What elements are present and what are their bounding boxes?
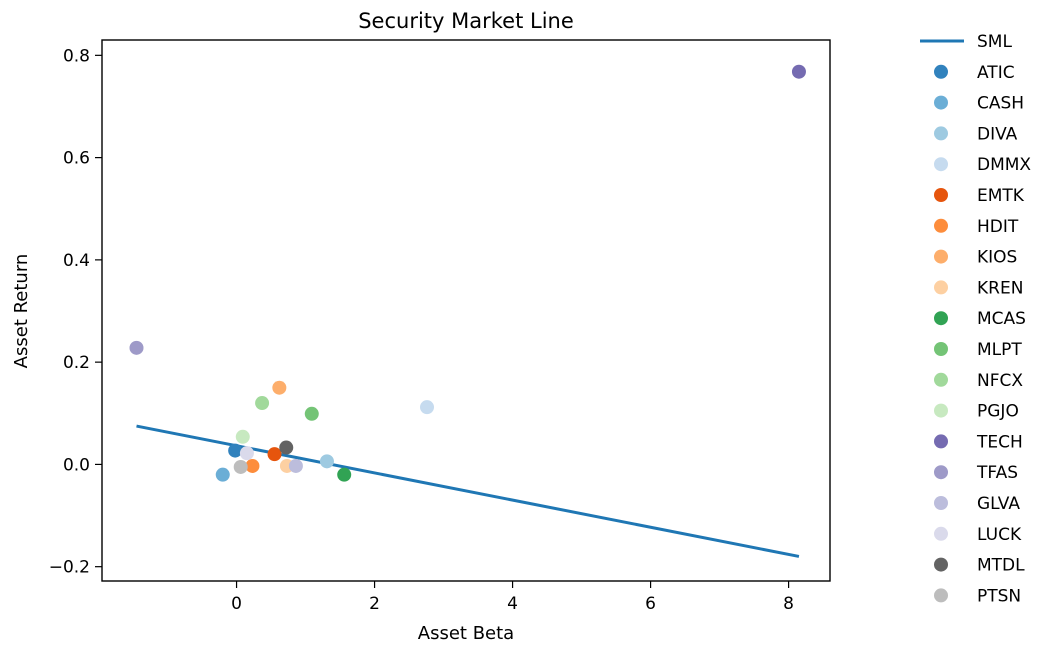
legend-swatch-atic [934,64,948,79]
legend-swatch-diva [934,126,948,141]
legend-label-tech: TECH [976,432,1023,452]
y-tick-label: 0.2 [63,353,90,373]
x-axis: 0 2 4 6 8 [231,581,794,614]
point-luck [239,446,254,461]
y-axis-label: Asset Return [11,254,32,369]
legend-label-dmmx: DMMX [977,155,1031,175]
legend-label-sml: SML [977,32,1012,52]
legend-label-glva: GLVA [977,494,1020,514]
point-tech [791,64,806,79]
plot-area [101,39,831,582]
point-glva [288,458,303,473]
point-kios [272,380,287,395]
point-emtk [267,447,282,462]
legend-label-mtdl: MTDL [977,556,1025,576]
legend-swatch-mcas [934,311,948,326]
legend-swatch-kren [934,280,948,295]
scatter-points [129,64,806,482]
legend-swatch-pgjo [934,403,948,418]
x-tick-label: 0 [231,594,242,614]
legend-label-emtk: EMTK [977,186,1025,206]
legend-label-nfcx: NFCX [977,371,1023,391]
x-tick-label: 8 [783,594,794,614]
legend-label-kios: KIOS [977,248,1017,268]
legend-swatch-hdit [934,218,948,233]
point-cash [215,467,230,482]
point-diva [319,454,334,469]
legend-swatch-glva [934,496,948,510]
legend-swatch-kios [934,249,948,264]
legend-swatch-emtk [934,188,948,202]
legend-label-ptsn: PTSN [977,586,1021,606]
plot-frame [101,39,831,582]
legend-label-atic: ATIC [977,63,1015,83]
legend-swatch-cash [934,95,948,110]
point-atic [228,443,243,458]
legend-swatch-mtdl [934,557,948,572]
x-axis-label: Asset Beta [418,623,514,644]
legend-label-mcas: MCAS [977,309,1026,329]
point-mtdl [279,440,294,455]
y-tick-label: 0.8 [63,46,90,66]
legend-swatch-luck [934,526,948,541]
y-tick-label: 0.0 [63,455,90,475]
point-mlpt [304,406,319,421]
legend-label-kren: KREN [977,278,1023,298]
legend-swatch-mlpt [934,342,948,356]
y-tick-label: 0.6 [63,149,90,169]
y-tick-label: −0.2 [49,558,90,578]
point-tfas [129,340,144,355]
x-tick-label: 2 [369,594,380,614]
chart-title: Security Market Line [358,9,574,33]
legend-label-cash: CASH [977,94,1024,114]
legend-label-luck: LUCK [977,525,1022,545]
point-mcas [337,467,352,482]
y-axis: −0.2 0.0 0.2 0.4 0.6 0.8 [49,46,102,578]
point-ptsn [233,459,248,474]
point-pgjo [235,429,250,444]
legend-label-pgjo: PGJO [977,402,1019,422]
x-tick-label: 4 [507,594,518,614]
legend-swatch-tfas [934,465,948,480]
legend-label-hdit: HDIT [977,217,1019,237]
legend-swatch-nfcx [934,372,948,387]
legend-label-tfas: TFAS [976,463,1018,483]
legend-label-diva: DIVA [977,124,1018,144]
y-tick-label: 0.4 [63,251,90,271]
legend-swatch-tech [934,434,948,449]
point-hdit [245,458,260,473]
legend-swatch-dmmx [934,157,948,172]
legend-label-mlpt: MLPT [977,340,1022,360]
legend: SML ATIC CASH DIVA DMMX EMTK HDIT KIOS KREN MCAS M… [920,32,1031,606]
legend-swatch-ptsn [934,588,948,603]
x-tick-label: 6 [645,594,656,614]
point-dmmx [420,400,435,415]
point-nfcx [255,396,270,411]
